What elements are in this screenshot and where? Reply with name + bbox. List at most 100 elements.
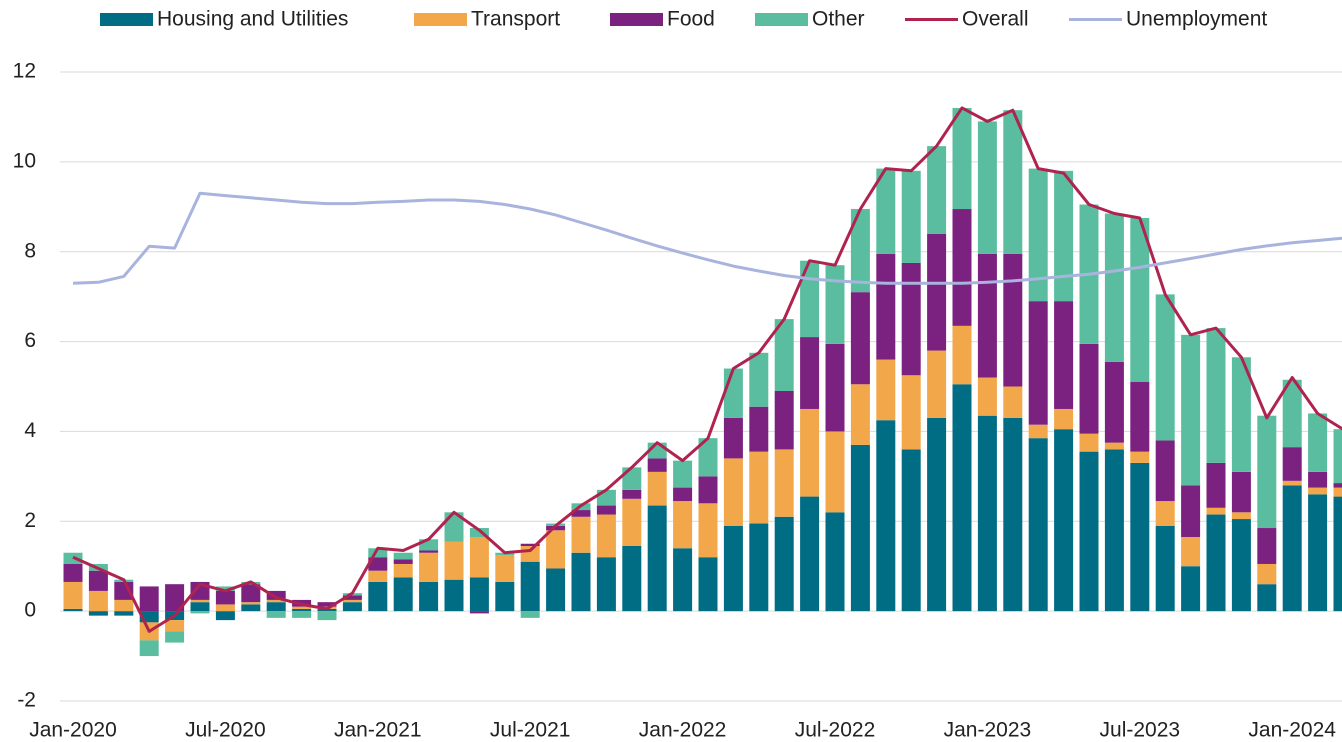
bar-segment (241, 602, 261, 605)
bar-segment (571, 516, 591, 553)
bar-segment (1155, 440, 1175, 502)
bar-segment (444, 512, 464, 542)
y-tick-label: 2 (24, 509, 36, 532)
bar-segment (520, 543, 540, 546)
bar-segment (444, 541, 464, 580)
bar-segment (520, 611, 540, 618)
bar-segment (1155, 294, 1175, 441)
bar-segment (1054, 301, 1074, 409)
line-series (72, 106, 1342, 633)
bar-segment (495, 554, 515, 582)
bar-segment (546, 525, 566, 531)
bar-segment (266, 602, 286, 612)
bar-segment (1257, 415, 1277, 529)
bar-segment (368, 557, 388, 571)
bar-segment (1028, 301, 1048, 425)
bar-segment (800, 496, 820, 612)
bar-segment (1206, 507, 1226, 515)
bar-segment (673, 487, 693, 502)
bar-segment (1028, 438, 1048, 612)
bar-segment (1282, 480, 1302, 486)
bar-segment (317, 602, 337, 607)
bar-segment (266, 599, 286, 603)
bar-segment (292, 608, 312, 612)
bar-segment (139, 611, 159, 623)
bar-segment (1308, 494, 1328, 612)
bar-segment (876, 168, 896, 254)
bar-segment (469, 537, 489, 578)
legend-swatch (755, 13, 808, 26)
bar-segment (774, 319, 794, 391)
bar-segment (241, 604, 261, 612)
bar-segment (393, 577, 413, 612)
x-tick-label: Jan-2021 (334, 719, 422, 742)
bar-segment (190, 602, 210, 612)
bar-segment (215, 586, 235, 591)
bar-segment (927, 417, 947, 612)
bar-segment (1104, 361, 1124, 443)
bar-segment (1206, 328, 1226, 463)
bar-segment (876, 253, 896, 360)
bar-segment (1257, 528, 1277, 564)
bar-segment (952, 384, 972, 612)
bar-segment (419, 550, 439, 553)
bar-segment (114, 611, 134, 616)
bar-segment (825, 431, 845, 513)
bar-segment (749, 523, 769, 612)
legend-label: Unemployment (1126, 8, 1267, 31)
bar-segment (825, 512, 845, 612)
bar-segment (165, 620, 185, 632)
bar-segment (1028, 168, 1048, 302)
legend-swatch (100, 13, 153, 26)
bar-segment (139, 586, 159, 612)
bar-segment (800, 260, 820, 338)
bar-segment (749, 451, 769, 524)
bar-segment (977, 253, 997, 378)
bar-segment (546, 568, 566, 612)
bar-segment (266, 611, 286, 618)
bar-segment (114, 599, 134, 612)
bar-segment (63, 581, 83, 609)
x-tick-label: Jul-2021 (490, 719, 571, 742)
bar-segment (901, 449, 921, 612)
bar-segment (419, 581, 439, 612)
bar-segment (1155, 501, 1175, 526)
bar-segment (368, 548, 388, 558)
bar-segment (215, 611, 235, 621)
legend-item: Food (610, 8, 715, 31)
y-tick-label: 12 (13, 60, 36, 83)
bar-segment (1333, 429, 1342, 484)
bar-segment (1257, 563, 1277, 585)
bar-segment (825, 265, 845, 344)
bar-segment (723, 525, 743, 612)
bar-segment (469, 611, 489, 614)
bar-segment (622, 467, 642, 490)
bar-segment (850, 209, 870, 293)
bar-segment (1333, 487, 1342, 497)
bar-segment (1104, 442, 1124, 450)
bar-segment (952, 209, 972, 326)
bar-segment (63, 563, 83, 582)
bar-segment (622, 545, 642, 612)
bar-segment (63, 608, 83, 612)
x-tick-label: Jan-2024 (1248, 719, 1336, 742)
bar-segment (1130, 451, 1150, 463)
bar-segment (1282, 379, 1302, 448)
bar-segment (977, 415, 997, 612)
x-tick-label: Jan-2020 (29, 719, 117, 742)
bar-segment (469, 577, 489, 612)
bar-segment (1130, 218, 1150, 383)
bar-segment (1308, 487, 1328, 495)
bar-segment (1003, 253, 1023, 387)
bar-segment (1231, 512, 1251, 520)
legend-item: Other (755, 8, 865, 31)
bar-segment (774, 390, 794, 450)
bar-segment (774, 449, 794, 517)
bar-segment (1231, 357, 1251, 472)
bar-segment (419, 539, 439, 551)
bar-segment (139, 640, 159, 657)
bar-segment (927, 233, 947, 351)
bar-segment (190, 611, 210, 614)
bar-segment (292, 606, 312, 609)
bar-segment (596, 557, 616, 612)
